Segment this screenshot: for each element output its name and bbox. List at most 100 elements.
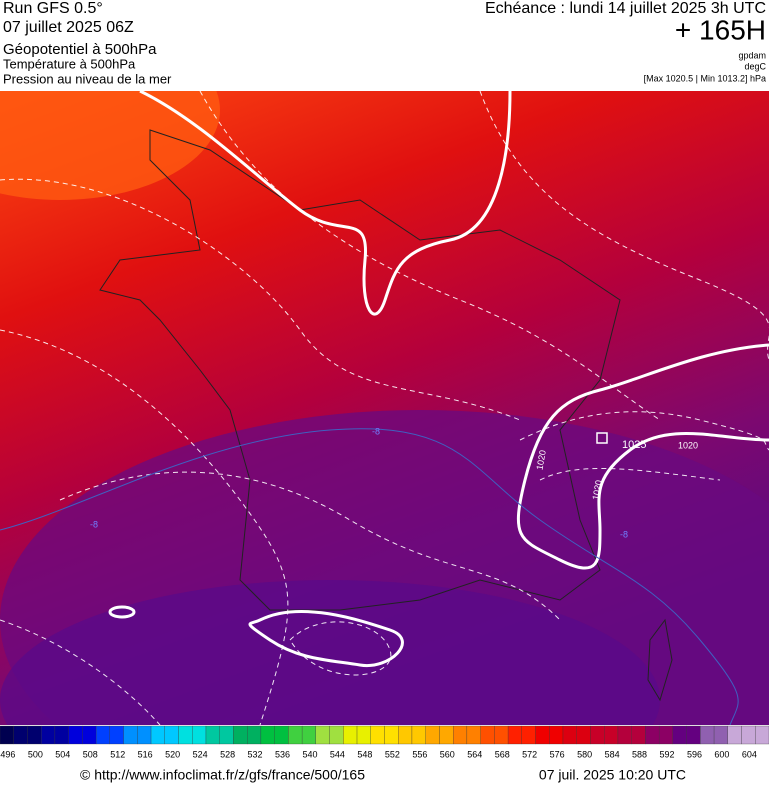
high-marker: [596, 432, 608, 444]
colorbar-label: 576: [550, 749, 565, 759]
field: Géopotentiel à 500hPa: [3, 41, 157, 58]
colorbar-label: 544: [330, 749, 345, 759]
color-swatch: [686, 725, 701, 745]
colorbar-label: 556: [412, 749, 427, 759]
color-swatch: [617, 725, 632, 745]
color-swatch: [329, 725, 344, 745]
colorbar-label: 592: [659, 749, 674, 759]
color-swatch: [288, 725, 303, 745]
map: 1025 1020 1020 1020 -8 -8 -8: [0, 91, 769, 725]
colorbar-label: 528: [220, 749, 235, 759]
color-swatch: [507, 725, 522, 745]
color-swatch: [700, 725, 715, 745]
color-swatch: [466, 725, 481, 745]
colorbar-label: 496: [0, 749, 15, 759]
pressure-range: [Max 1020.5 | Min 1013.2] hPa: [644, 73, 766, 83]
color-swatch: [562, 725, 577, 745]
color-swatch: [178, 725, 193, 745]
run: Run GFS 0.5°: [3, 0, 103, 17]
color-swatch: [54, 725, 69, 745]
offset: + 165H: [675, 14, 766, 45]
run-date: 07 juillet 2025 06Z: [3, 19, 134, 36]
color-swatch: [343, 725, 358, 745]
color-swatch: [370, 725, 385, 745]
color-swatch: [549, 725, 564, 745]
isotherm-blue: [0, 428, 739, 725]
unit-geopotential: gpdam: [738, 50, 766, 60]
color-swatch: [535, 725, 550, 745]
color-swatch: [233, 725, 248, 745]
colorbar-label: 548: [357, 749, 372, 759]
color-swatch: [411, 725, 426, 745]
footer-url: © http://www.infoclimat.fr/z/gfs/france/…: [80, 767, 365, 783]
colorbar-label: 524: [193, 749, 208, 759]
colorbar-label: 532: [248, 749, 263, 759]
colorbar-label: 552: [385, 749, 400, 759]
color-swatch: [150, 725, 165, 745]
color-swatch: [192, 725, 207, 745]
color-swatch: [604, 725, 619, 745]
color-swatch: [13, 725, 28, 745]
color-swatch: [205, 725, 220, 745]
color-swatch: [741, 725, 756, 745]
isotherms: [0, 91, 769, 725]
colorbar: 496 500 504 508 512 516 520 524 528 532 536 540 544 5…: [0, 725, 769, 759]
color-swatch: [727, 725, 742, 745]
colorbar-label: 512: [110, 749, 125, 759]
pressure-label: Pression au niveau de la mer: [3, 71, 172, 86]
color-swatch: [164, 725, 179, 745]
color-swatch: [274, 725, 289, 745]
isobar-label: 1020: [678, 440, 698, 450]
color-swatch: [453, 725, 468, 745]
colorbar-label: 588: [632, 749, 647, 759]
color-swatch: [494, 725, 509, 745]
color-swatch: [755, 725, 769, 745]
color-swatch: [425, 725, 440, 745]
temperature-label: Température à 500hPa: [3, 56, 136, 71]
colorbar-label: 504: [55, 749, 70, 759]
colorbar-label: 584: [605, 749, 620, 759]
corsica: [647, 618, 673, 702]
color-swatch: [631, 725, 646, 745]
colorbar-label: 600: [714, 749, 729, 759]
color-swatch: [658, 725, 674, 745]
isotherm-label: -8: [90, 519, 98, 529]
color-swatch: [356, 725, 371, 745]
color-swatch: [439, 725, 454, 745]
color-swatch: [384, 725, 399, 745]
color-swatch: [137, 725, 152, 745]
color-swatch: [82, 725, 97, 745]
color-swatch: [576, 725, 591, 745]
colorbar-label: 500: [28, 749, 43, 759]
color-swatch: [123, 725, 138, 745]
isobar-label: 1020: [534, 449, 547, 470]
color-swatch: [219, 725, 234, 745]
color-swatch: [68, 725, 83, 745]
color-swatch: [260, 725, 275, 745]
isobar-label: 1020: [590, 479, 603, 500]
color-swatch: [301, 725, 316, 745]
color-swatch: [645, 725, 660, 745]
color-swatch: [590, 725, 605, 745]
coastline: [99, 129, 621, 611]
warm-zone: [0, 91, 220, 200]
color-swatch: [27, 725, 42, 745]
isotherm-label: -8: [372, 426, 380, 436]
colorbar-label: 536: [275, 749, 290, 759]
color-swatch: [713, 725, 728, 745]
colorbar-label: 520: [165, 749, 180, 759]
unit-temperature: degC: [744, 61, 766, 71]
color-swatch: [109, 725, 124, 745]
color-swatch: [398, 725, 413, 745]
colorbar-label: 568: [495, 749, 510, 759]
color-swatch: [41, 725, 56, 745]
forecast: Echéance : lundi 14 juillet 2025 3h UTC: [485, 0, 766, 17]
colorbar-label: 540: [302, 749, 317, 759]
colorbar-label: 508: [83, 749, 98, 759]
colorbar-label: 560: [440, 749, 455, 759]
isobars: [108, 91, 769, 668]
isobar-label: 1025: [622, 439, 646, 451]
colorbar-label: 604: [742, 749, 757, 759]
